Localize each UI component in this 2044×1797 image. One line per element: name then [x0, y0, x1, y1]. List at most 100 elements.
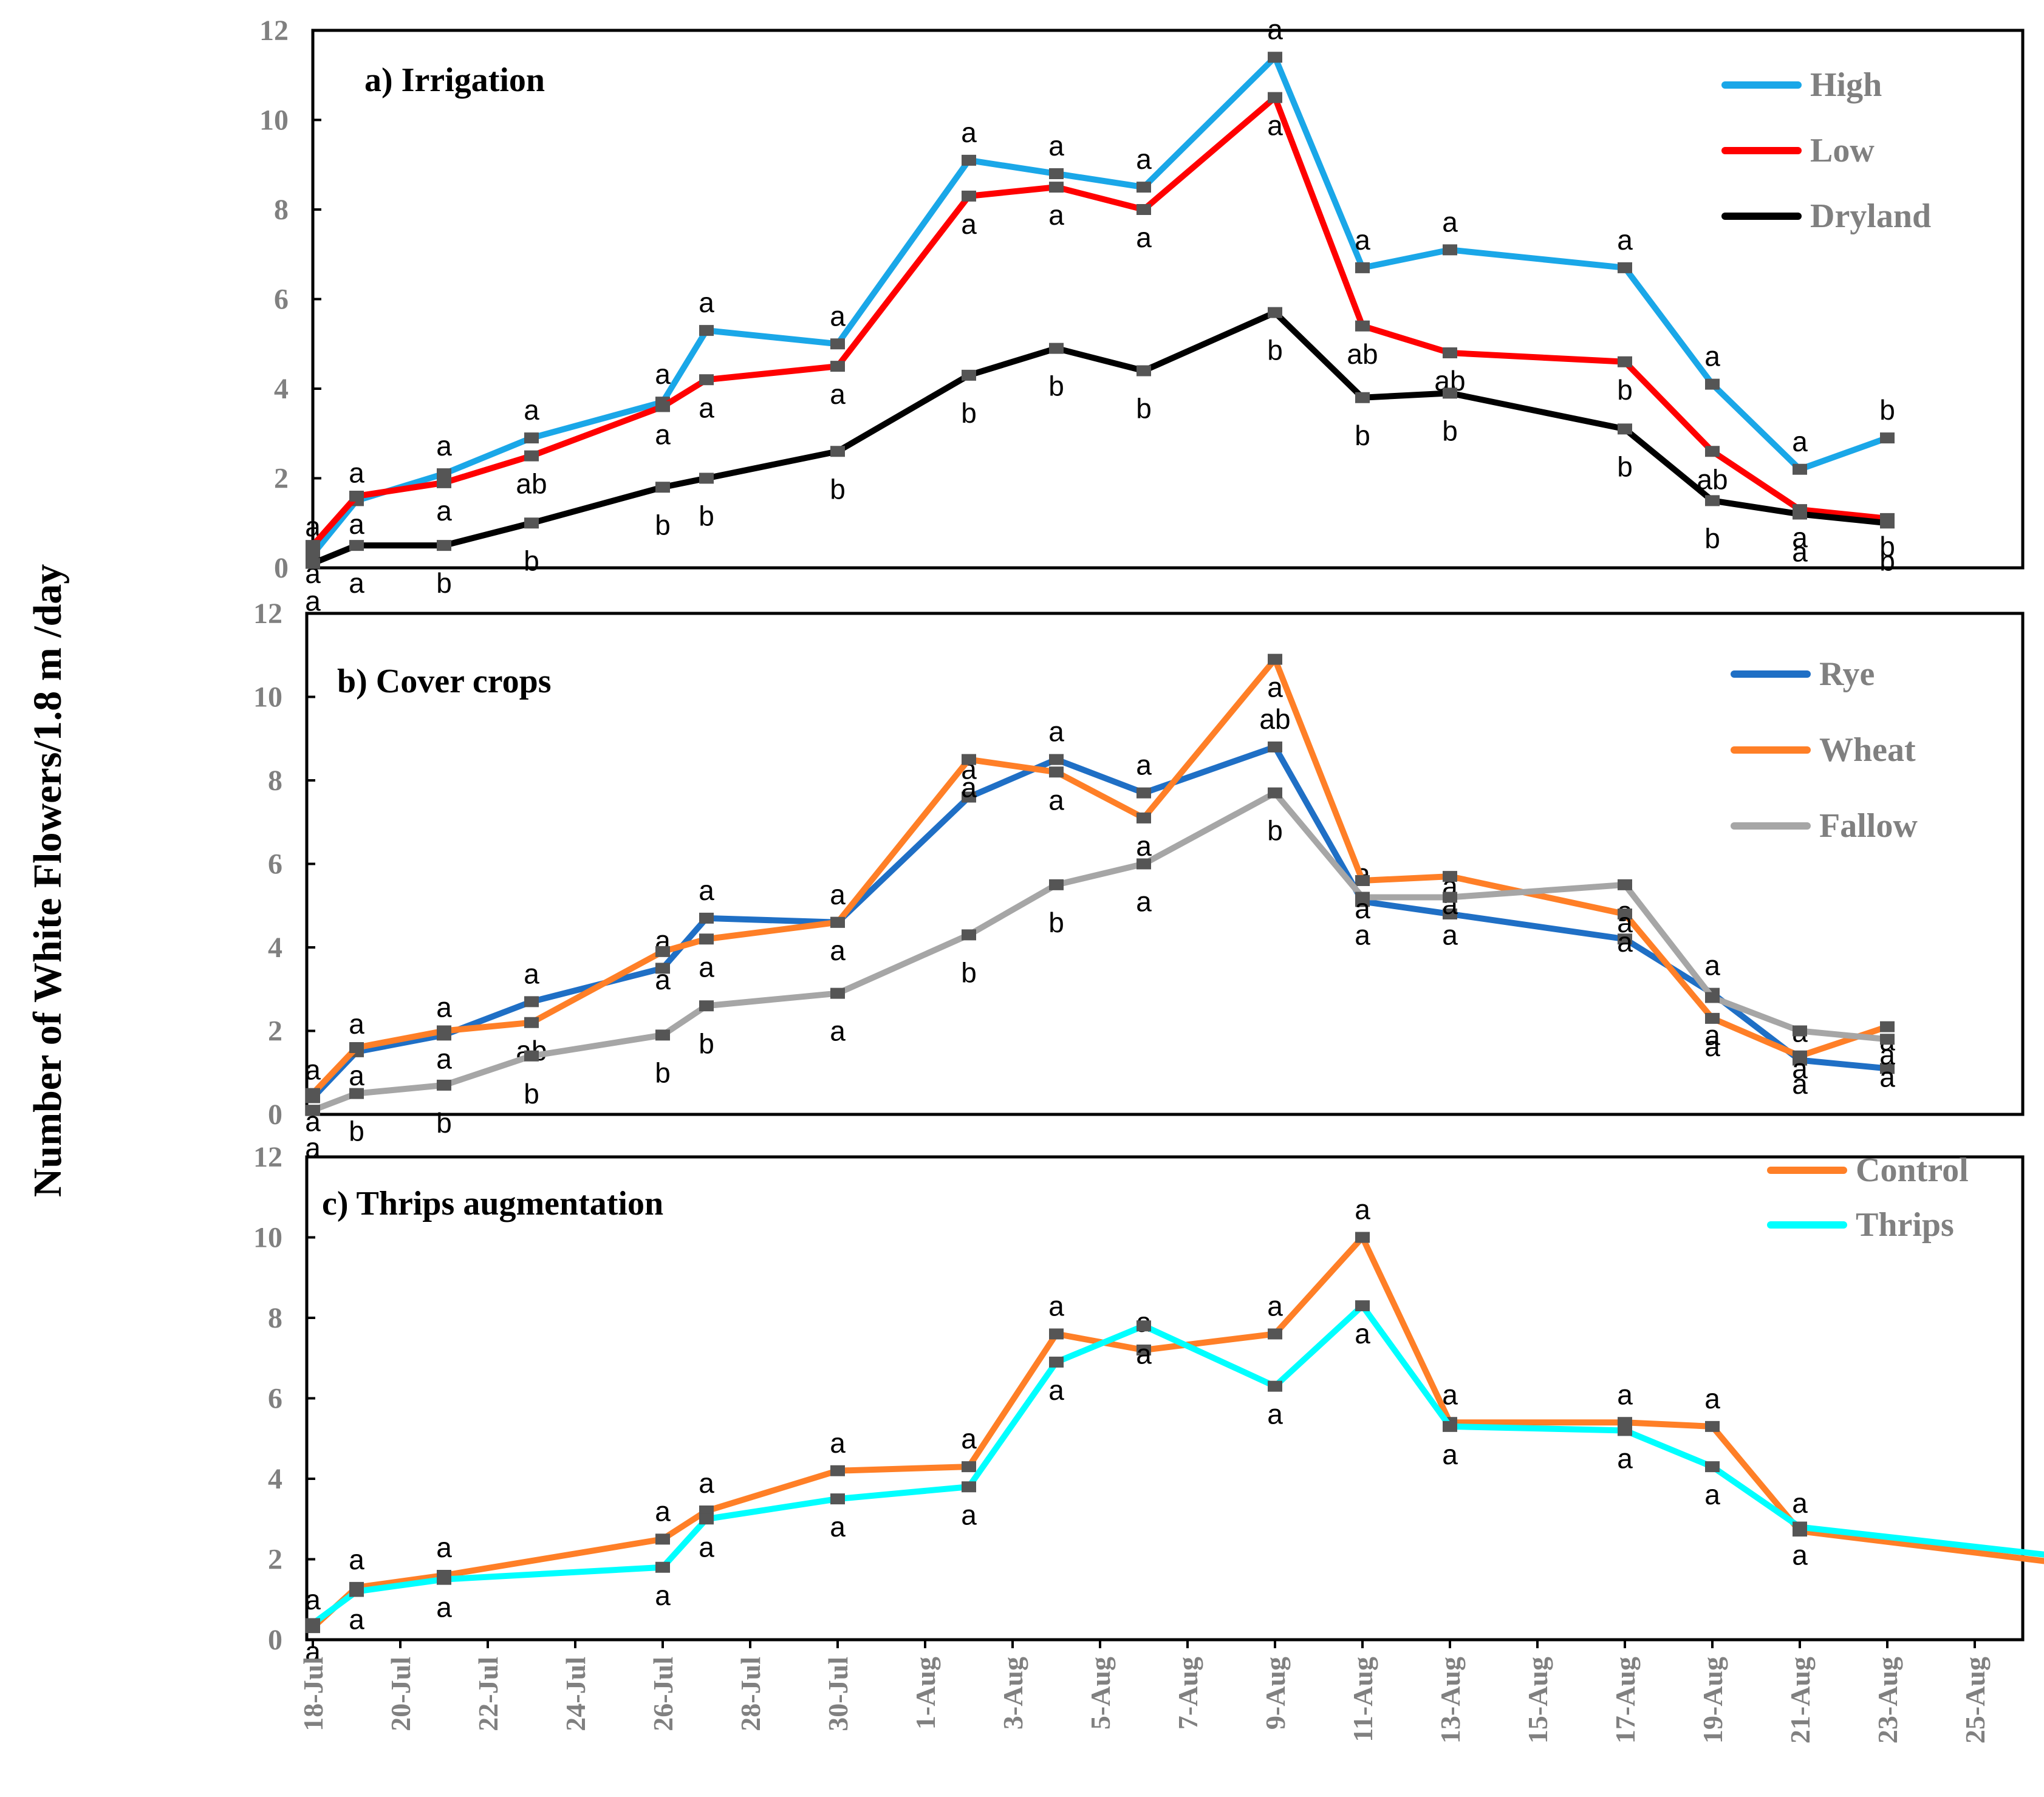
significance-label: a: [830, 935, 846, 966]
significance-label: a: [1355, 919, 1370, 951]
significance-label: a: [305, 1054, 321, 1086]
significance-label: b: [1442, 415, 1458, 446]
x-tick-label: 13-Aug: [1435, 1657, 1466, 1744]
significance-label: a: [1442, 1439, 1458, 1470]
series-line-thrips: [310, 1303, 2044, 1627]
significance-label: b: [436, 567, 452, 599]
legend-label-high: High: [1810, 66, 1882, 104]
data-point: [1137, 365, 1151, 377]
data-point: [306, 548, 320, 560]
significance-label: a: [349, 1544, 364, 1575]
significance-label: b: [1879, 531, 1895, 562]
data-point: [1137, 812, 1151, 823]
data-point: [1880, 517, 1895, 529]
data-point: [1355, 1232, 1370, 1243]
data-point: [962, 754, 976, 765]
significance-label: a: [961, 208, 977, 240]
data-point: [437, 1025, 451, 1037]
significance-label: a: [436, 495, 452, 527]
x-tick-label: 22-Jul: [473, 1657, 504, 1731]
significance-label: a: [1792, 426, 1808, 457]
data-point: [1268, 1380, 1282, 1392]
data-point: [306, 540, 320, 551]
y-tick-label: 4: [268, 932, 282, 964]
significance-label: b: [349, 1116, 364, 1147]
significance-label: b: [524, 545, 539, 576]
significance-label: a: [1792, 522, 1808, 553]
x-tick-label: 24-Jul: [560, 1657, 591, 1731]
significance-label: ab: [516, 468, 547, 500]
significance-label: a: [436, 1592, 452, 1623]
significance-label: b: [699, 500, 714, 532]
data-point: [1705, 1420, 1720, 1432]
data-point: [1137, 182, 1151, 193]
y-tick-label: 10: [253, 1222, 282, 1254]
y-tick-label: 6: [268, 848, 282, 881]
y-tick-label: 8: [268, 1302, 282, 1334]
significance-label: a: [830, 378, 846, 410]
significance-label: a: [699, 1531, 714, 1563]
y-tick-label: 6: [268, 1383, 282, 1415]
data-point: [1268, 787, 1282, 799]
significance-label: a: [830, 1427, 846, 1459]
significance-label: a: [1355, 1194, 1370, 1226]
plot-frame: [305, 1155, 2025, 1642]
significance-label: a: [1442, 206, 1458, 237]
significance-label: a: [961, 1423, 977, 1454]
x-tick-label: 5-Aug: [1085, 1657, 1116, 1730]
data-point: [699, 1000, 714, 1012]
legend-label-low: Low: [1810, 132, 1875, 169]
significance-label: a: [349, 457, 364, 488]
data-point: [1793, 508, 1807, 520]
data-point: [437, 1574, 451, 1585]
data-point: [1793, 463, 1807, 475]
x-tick-label: 25-Aug: [1960, 1657, 1991, 1744]
significance-label: a: [1136, 222, 1152, 253]
data-point: [655, 401, 670, 412]
significance-label: a: [1048, 130, 1064, 162]
x-tick-label: 26-Jul: [648, 1657, 678, 1731]
data-point: [437, 468, 451, 480]
x-tick-label: 3-Aug: [997, 1657, 1028, 1730]
significance-label: a: [1879, 1061, 1895, 1093]
data-point: [1705, 1461, 1720, 1473]
data-point: [349, 1042, 364, 1053]
data-point: [524, 450, 539, 462]
data-point: [655, 946, 670, 957]
data-point: [524, 517, 539, 529]
significance-label: a: [1442, 919, 1458, 951]
significance-label: b: [1136, 393, 1152, 425]
data-point: [306, 558, 320, 569]
y-tick-label: 8: [274, 194, 289, 226]
significance-label: a: [436, 1043, 452, 1075]
data-point: [1880, 432, 1895, 444]
data-point: [1049, 1356, 1064, 1368]
data-point: [1793, 1521, 1807, 1533]
significance-label: a: [1048, 1374, 1064, 1406]
significance-label: a: [699, 1467, 714, 1499]
data-point: [437, 477, 451, 488]
significance-label: a: [1792, 1540, 1808, 1571]
data-point: [1049, 182, 1064, 193]
significance-label: a: [699, 392, 714, 423]
significance-label: a: [830, 879, 846, 910]
significance-label: b: [1267, 815, 1283, 847]
data-point: [1443, 244, 1457, 256]
data-point: [699, 374, 714, 386]
data-point: [1268, 52, 1282, 63]
significance-label: b: [1048, 370, 1064, 402]
x-tick-label: 20-Jul: [385, 1657, 416, 1731]
significance-label: b: [1617, 451, 1633, 482]
data-point: [655, 482, 670, 493]
data-point: [1443, 892, 1457, 903]
x-tick-label: 15-Aug: [1522, 1657, 1553, 1744]
y-tick-label: 0: [268, 1624, 282, 1656]
y-tick-label: 2: [268, 1544, 282, 1576]
data-point: [1705, 495, 1720, 506]
significance-label: a: [1704, 1031, 1720, 1062]
significance-label: a: [1792, 1068, 1808, 1100]
data-point: [1268, 742, 1282, 752]
